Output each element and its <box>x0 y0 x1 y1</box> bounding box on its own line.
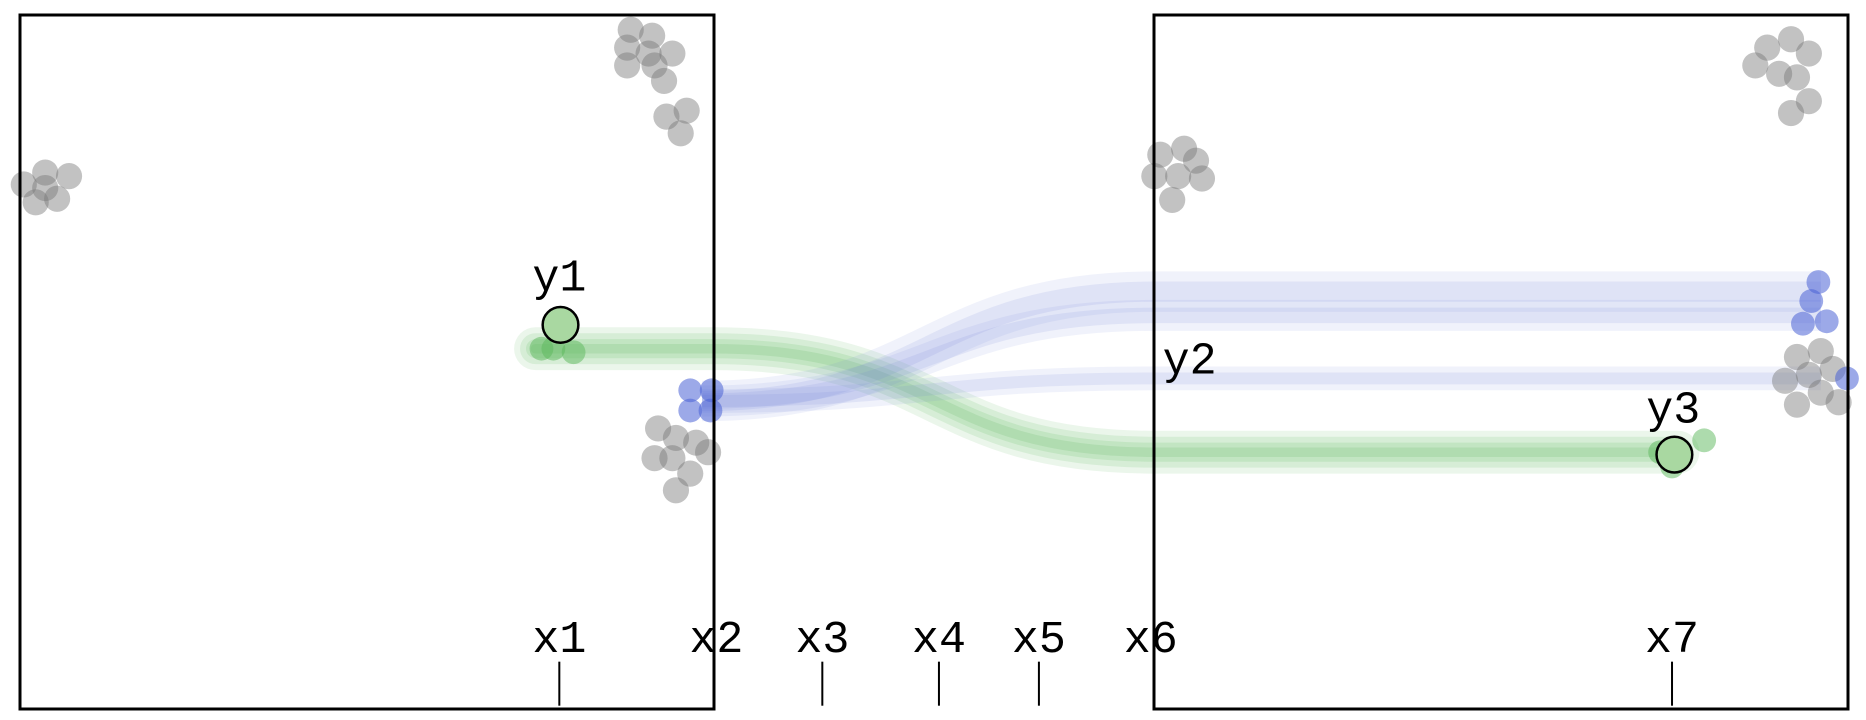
green-band <box>520 333 1694 468</box>
gray-dot <box>1783 64 1811 91</box>
gray-dot <box>22 189 49 216</box>
gray-dot <box>1783 343 1811 371</box>
gray-dot <box>677 460 704 487</box>
gray-dot <box>55 163 83 190</box>
gray-dot <box>694 439 722 466</box>
y-label: y1 <box>532 253 586 304</box>
x-label: x7 <box>1645 615 1699 666</box>
gray-dot <box>1771 367 1799 394</box>
gray-dot <box>614 52 641 79</box>
gray-dot <box>1777 26 1805 53</box>
gray-dot <box>653 103 680 130</box>
blue-band <box>702 271 1821 422</box>
gray-dot <box>1777 99 1805 127</box>
labels: x1 x2 x3 x4 x5 x6 x7 y1 y2 y3 <box>532 253 1700 706</box>
highlight-point <box>541 305 580 344</box>
x-label: x3 <box>795 615 849 666</box>
gray-dot <box>639 22 666 49</box>
green-band <box>530 343 1683 457</box>
green-dot <box>561 340 586 365</box>
gray-dot <box>32 159 59 186</box>
gray-dot <box>667 120 694 147</box>
gray-dot <box>1807 379 1834 406</box>
gray-dot <box>635 40 662 67</box>
gray-dot <box>1188 165 1216 192</box>
gray-dot <box>662 477 690 504</box>
green-dot <box>1692 428 1717 453</box>
gray-dot <box>641 445 668 472</box>
gray-dot <box>1825 389 1852 416</box>
gray-dot <box>10 171 37 198</box>
gray-dot <box>32 174 59 202</box>
gray-dot <box>683 429 710 456</box>
x-label: x2 <box>689 615 743 666</box>
blue-dot <box>699 378 724 403</box>
gray-dot <box>659 40 686 67</box>
gray-dot <box>645 415 672 442</box>
gray-dot <box>1171 135 1198 162</box>
green-band <box>525 339 1688 462</box>
x-label: x6 <box>1124 615 1178 666</box>
gray-dot <box>1182 147 1210 174</box>
gray-dot <box>641 52 668 79</box>
gray-dot <box>1165 163 1192 190</box>
x-label: x5 <box>1012 615 1066 666</box>
blue-dot <box>1806 270 1831 294</box>
y-label: y2 <box>1163 337 1217 388</box>
gray-dot <box>650 67 678 95</box>
gray-dot <box>44 185 71 212</box>
blue-band <box>702 281 1821 412</box>
gray-dot <box>1766 60 1793 87</box>
x-label: x1 <box>532 615 586 666</box>
gray-dot <box>659 445 686 472</box>
y-label: y3 <box>1646 385 1700 436</box>
green-band <box>514 327 1700 474</box>
gray-dot <box>662 424 690 452</box>
gray-dot <box>673 97 700 124</box>
blue-band <box>702 372 1821 407</box>
gray-dot <box>1795 361 1822 388</box>
gray-dot <box>1795 88 1822 115</box>
blue-band <box>702 307 1821 409</box>
blue-dot <box>678 378 703 403</box>
gray-dot <box>1742 52 1769 79</box>
blue-dot <box>698 398 723 423</box>
x-label: x4 <box>912 615 966 666</box>
gray-dot <box>1783 391 1811 418</box>
blue-dot <box>678 398 703 423</box>
gray-dot <box>1159 186 1186 214</box>
gray-dot <box>614 34 641 61</box>
highlight-point <box>1655 435 1694 474</box>
gray-dot <box>617 16 644 43</box>
blue-dot <box>1799 289 1824 313</box>
dots <box>10 16 1859 504</box>
blue-dot <box>1791 311 1815 336</box>
bands <box>514 271 1821 474</box>
blue-band <box>702 299 1821 417</box>
right-panel <box>1152 13 1850 711</box>
gray-dot <box>1807 337 1834 365</box>
blue-dot <box>1814 309 1839 334</box>
blue-band <box>702 366 1821 413</box>
gray-dot <box>1795 40 1822 67</box>
gray-dot <box>1754 34 1781 61</box>
left-panel <box>18 13 716 711</box>
